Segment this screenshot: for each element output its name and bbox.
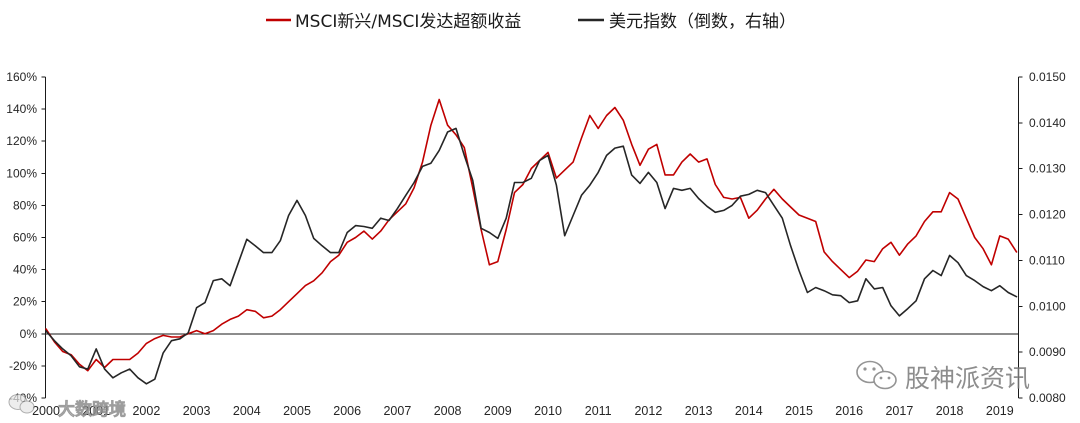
x-tick-label: 2017 — [885, 404, 913, 418]
y-left-tick-label: 160% — [6, 70, 37, 84]
watermark-bottom-right: 股神派资讯 — [856, 360, 1030, 393]
legend-label-usd-index: 美元指数（倒数，右轴） — [609, 12, 796, 32]
x-tick-label: 2016 — [835, 404, 863, 418]
legend-item-usd-index: 美元指数（倒数，右轴） — [578, 12, 796, 32]
legend: MSCI新兴/MSCI发达超额收益 美元指数（倒数，右轴） — [266, 12, 796, 32]
x-tick-label: 2006 — [333, 404, 361, 418]
y-left-tick-label: 140% — [6, 102, 37, 116]
y-left-tick-label: 20% — [13, 295, 37, 309]
y-right-tick-label: 0.0080 — [1029, 391, 1066, 405]
x-tick-label: 2003 — [183, 404, 211, 418]
x-tick-label: 2000 — [32, 404, 60, 418]
y-left-tick-label: 0% — [20, 327, 38, 341]
y-left-tick-label: 40% — [13, 263, 37, 277]
y-right-tick-label: 0.0150 — [1029, 70, 1066, 84]
x-tick-label: 2009 — [484, 404, 512, 418]
y-right-tick-label: 0.0100 — [1029, 299, 1066, 313]
y-left-tick-label: 60% — [13, 231, 37, 245]
x-tick-label: 2011 — [585, 404, 612, 418]
series-line-excess-return — [45, 98, 1018, 372]
x-tick-label: 2018 — [936, 404, 964, 418]
series-line-usd-index-inverse — [45, 127, 1018, 385]
x-tick-label: 2005 — [283, 404, 311, 418]
axes: 160%140%120%100%80%60%40%20%0%-20%-40%0.… — [6, 70, 1066, 418]
x-tick-label: 2001 — [82, 404, 110, 418]
y-left-tick-label: 100% — [6, 166, 37, 180]
x-tick-label: 2012 — [634, 404, 662, 418]
watermark-text-right: 股神派资讯 — [905, 364, 1030, 393]
y-right-tick-label: 0.0110 — [1029, 253, 1065, 267]
legend-item-excess-return: MSCI新兴/MSCI发达超额收益 — [266, 12, 521, 32]
y-left-tick-label: 120% — [6, 134, 37, 148]
wechat-icon — [8, 394, 35, 414]
x-tick-label: 2014 — [735, 404, 763, 418]
y-right-tick-label: 0.0090 — [1029, 345, 1066, 359]
x-tick-label: 2013 — [685, 404, 713, 418]
x-tick-label: 2004 — [233, 404, 261, 418]
watermark-bottom-left: 大数跨境 — [8, 394, 126, 420]
legend-label-excess-return: MSCI新兴/MSCI发达超额收益 — [295, 12, 521, 32]
series-layer — [45, 98, 1018, 385]
wechat-icon — [856, 360, 897, 390]
x-tick-label: 2008 — [434, 404, 462, 418]
x-tick-label: 2019 — [986, 404, 1014, 418]
y-right-tick-label: 0.0130 — [1029, 162, 1066, 176]
y-left-tick-label: -20% — [9, 359, 37, 373]
x-tick-label: 2002 — [132, 404, 160, 418]
y-left-tick-label: 80% — [13, 198, 37, 212]
x-tick-label: 2007 — [383, 404, 411, 418]
watermark-text-left: 大数跨境 — [58, 399, 126, 420]
x-tick-label: 2010 — [534, 404, 562, 418]
y-right-tick-label: 0.0140 — [1029, 116, 1066, 130]
y-right-tick-label: 0.0120 — [1029, 208, 1066, 222]
x-tick-label: 2015 — [785, 404, 813, 418]
